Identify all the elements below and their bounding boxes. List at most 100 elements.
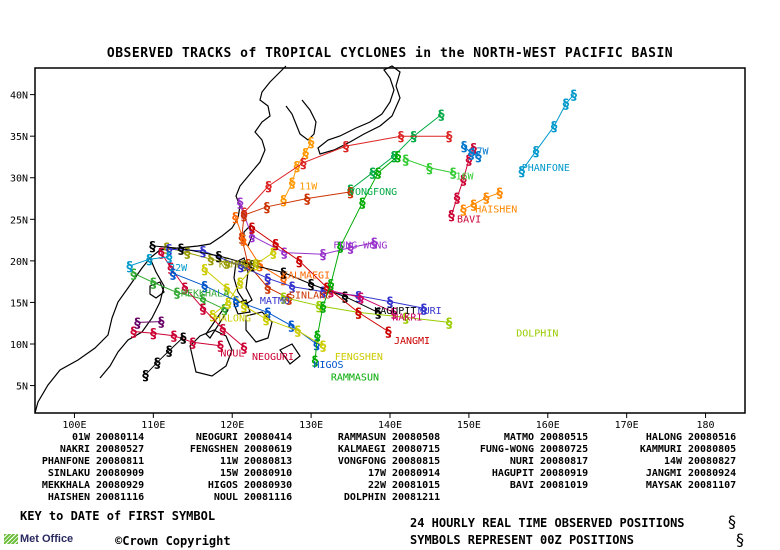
storm-label: SINLAKU <box>289 290 331 301</box>
cyclone-position-marker: § <box>126 260 133 275</box>
legend-entry: HALONG 20080516 <box>612 432 760 443</box>
legend-storm-name: KALMAEGI <box>337 444 386 455</box>
cyclone-position-marker: § <box>312 355 319 370</box>
cyclone-position-marker: § <box>304 193 311 208</box>
legend-storm-name: NOUL <box>213 492 238 503</box>
cyclone-position-marker: § <box>403 153 410 168</box>
legend-storm-name: 17W <box>367 468 386 479</box>
track-line <box>133 272 225 310</box>
lon-tick-label: 110E <box>141 420 165 431</box>
cyclone-position-marker: § <box>272 238 279 253</box>
cyclone-position-marker: § <box>241 300 248 315</box>
track-line <box>330 290 395 313</box>
palawan-coast <box>205 307 229 339</box>
legend-entry: PHANFONE 20080811 <box>20 456 168 467</box>
storm-label: 11W <box>299 181 318 192</box>
cyclone-position-marker: § <box>563 98 570 113</box>
storm-label: KALMAEGI <box>282 270 330 281</box>
key-text: KEY to DATE of FIRST SYMBOL <box>20 509 216 523</box>
track-line <box>137 321 162 323</box>
track-line <box>172 272 317 345</box>
legend-entry: MATMO 20080515 <box>464 432 612 443</box>
cyclone-position-marker: § <box>163 242 170 257</box>
legend-storm-name: MEKKHALA <box>41 480 90 491</box>
cyclone-position-marker: § <box>209 309 216 324</box>
cyclone-position-marker: § <box>446 316 453 331</box>
cyclone-position-marker: § <box>166 243 173 258</box>
cyclone-position-marker: § <box>571 89 578 104</box>
cyclone-position-marker: § <box>241 341 248 356</box>
cyclone-position-marker: § <box>149 240 156 255</box>
cyclone-position-marker: § <box>170 267 177 282</box>
cyclone-position-marker: § <box>221 303 228 318</box>
cyclone-position-marker: § <box>264 306 271 321</box>
cyclone-position-marker: § <box>154 356 161 371</box>
legend-entry: NAKRI 20080527 <box>20 444 168 455</box>
track-line <box>451 147 475 216</box>
cyclone-position-marker: § <box>225 296 232 311</box>
storm-label: MEKKHALA <box>181 289 229 300</box>
cyclone-position-marker: § <box>398 130 405 145</box>
cyclone-position-marker: § <box>130 326 137 341</box>
legend-first-date: 20081107 <box>688 480 737 491</box>
cyclone-position-marker: § <box>359 197 366 212</box>
cyclone-position-marker: § <box>391 150 398 165</box>
lon-tick-label: 130E <box>299 420 323 431</box>
cyclone-position-marker: § <box>288 320 295 335</box>
lon-tick-label: 150E <box>457 420 481 431</box>
legend: 01W 20080114 NEOGURI 20080414 RAMMASUN 200805… <box>20 432 760 503</box>
sulawesi-coast <box>279 343 301 365</box>
cyclone-position-marker: § <box>308 278 315 293</box>
legend-first-date: 20080725 <box>540 444 589 455</box>
cyclone-position-marker: § <box>280 267 287 282</box>
cyclone-position-marker: § <box>249 230 256 245</box>
storm-label: PHANFONE <box>522 163 570 174</box>
legend-storm-name: 22W <box>367 480 386 491</box>
legend-storm-name: NURI <box>509 456 534 467</box>
cyclone-position-marker: § <box>280 291 287 306</box>
cyclone-position-marker: § <box>421 302 428 317</box>
legend-entry: 22W 20081015 <box>316 480 464 491</box>
cyclone-position-marker: § <box>249 259 256 274</box>
track-line <box>463 145 479 157</box>
track-line <box>133 331 221 347</box>
legend-storm-name: RAMMASUN <box>337 432 386 443</box>
storm-label: NURI <box>418 306 442 317</box>
indochina-coast <box>99 257 165 379</box>
legend-first-date: 20080815 <box>392 456 441 467</box>
cyclone-position-marker: § <box>201 280 208 295</box>
legend-storm-name: FUNG-WONG <box>479 444 534 455</box>
legend-entry: KAMMURI 20080805 <box>612 444 760 455</box>
legend-entry: NOUL 20081116 <box>168 492 316 503</box>
cyclone-position-marker: § <box>150 276 157 291</box>
legend-storm-name: HIGOS <box>207 480 238 491</box>
cyclone-position-marker: § <box>241 259 248 274</box>
legend-first-date: 20080805 <box>688 444 737 455</box>
legend-first-date: 20080924 <box>688 468 737 479</box>
legend-first-date: 20080508 <box>392 432 441 443</box>
cyclone-position-marker: § <box>264 281 271 296</box>
observed-positions-text: 24 HOURLY REAL TIME OBSERVED POSITIONS <box>410 516 685 530</box>
track-line <box>129 256 170 267</box>
legend-first-date: 20081116 <box>244 492 293 503</box>
cyclone-position-marker: § <box>410 130 417 145</box>
cyclone-position-marker: § <box>201 263 208 278</box>
cyclone-position-marker: § <box>518 165 525 180</box>
logo-text: Met Office <box>20 533 74 545</box>
lon-tick-label: 170E <box>615 420 639 431</box>
cyclone-position-marker: § <box>166 345 173 360</box>
legend-storm-name: HAGUPIT <box>491 468 534 479</box>
mainland-coast <box>34 65 287 414</box>
cyclone-position-marker: § <box>286 292 293 307</box>
cyclone-position-marker: § <box>470 198 477 213</box>
storm-label: RAMMASUN <box>331 373 379 384</box>
cyclone-position-marker: § <box>347 186 354 201</box>
cyclone-position-marker: § <box>264 272 271 287</box>
cyclone-position-marker: § <box>237 197 244 212</box>
cyclone-position-marker: § <box>320 301 327 316</box>
legend-first-date: 20080919 <box>540 468 589 479</box>
cyclone-position-marker: § <box>200 302 207 317</box>
legend-storm-name: SINLAKU <box>47 468 90 479</box>
cyclone-position-marker: § <box>289 177 296 192</box>
